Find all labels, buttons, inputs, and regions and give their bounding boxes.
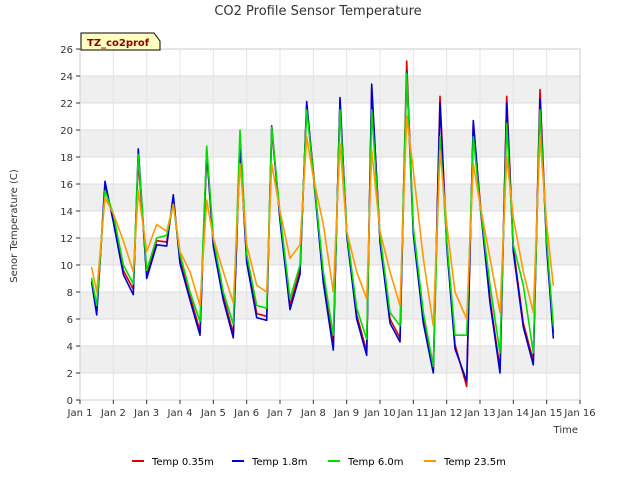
x-tick-label: Jan 5 bbox=[200, 408, 226, 419]
y-axis-label: Senor Temperature (C) bbox=[9, 169, 20, 283]
x-axis: Jan 1 Jan 2 Jan 3 Jan 4 Jan 5 Jan 6 Jan 7 Jan 8… bbox=[67, 400, 596, 419]
x-tick-label: Jan 11 bbox=[397, 408, 429, 419]
y-tick-label: 4 bbox=[67, 342, 73, 353]
x-tick-label: Jan 16 bbox=[563, 408, 595, 419]
x-tick-label: Jan 15 bbox=[530, 408, 562, 419]
y-tick-label: 10 bbox=[60, 261, 73, 272]
grid-band bbox=[80, 76, 580, 103]
legend-entry: Temp 23.5m bbox=[443, 457, 506, 468]
plot-border bbox=[79, 48, 581, 401]
y-tick-label: 0 bbox=[67, 396, 73, 407]
y-tick-label: 24 bbox=[60, 72, 73, 83]
legend: Temp 0.35m Temp 1.8m Temp 6.0m Temp 23.5m bbox=[132, 457, 506, 468]
x-tick-label: Jan 1 bbox=[67, 408, 93, 419]
series-line-4 bbox=[90, 115, 555, 327]
x-tick-label: Jan 2 bbox=[100, 408, 126, 419]
x-tick-label: Jan 12 bbox=[430, 408, 462, 419]
grid-band bbox=[80, 184, 580, 211]
x-tick-label: Jan 14 bbox=[497, 408, 529, 419]
y-tick-label: 20 bbox=[60, 126, 73, 137]
site-badge: TZ_co2prof bbox=[80, 32, 161, 51]
x-tick-label: Jan 7 bbox=[267, 408, 293, 419]
legend-entry: Temp 0.35m bbox=[151, 457, 214, 468]
y-tick-label: 2 bbox=[67, 369, 73, 380]
y-tick-label: 16 bbox=[60, 180, 73, 191]
y-tick-label: 14 bbox=[60, 207, 73, 218]
x-tick-label: Jan 13 bbox=[463, 408, 495, 419]
grid-band bbox=[80, 130, 580, 157]
y-tick-label: 8 bbox=[67, 288, 73, 299]
x-tick-label: Jan 4 bbox=[167, 408, 193, 419]
chart-title: CO2 Profile Sensor Temperature bbox=[214, 4, 421, 19]
site-badge-label: TZ_co2prof bbox=[87, 38, 150, 49]
site-badge-shape bbox=[80, 32, 161, 51]
y-tick-label: 22 bbox=[60, 99, 73, 110]
x-tick-label: Jan 3 bbox=[133, 408, 159, 419]
legend-entry: Temp 1.8m bbox=[251, 457, 307, 468]
x-tick-label: Jan 9 bbox=[333, 408, 359, 419]
y-tick-label: 26 bbox=[60, 45, 73, 56]
series-lines bbox=[90, 60, 555, 388]
x-tick-label: Jan 6 bbox=[233, 408, 259, 419]
grid-band bbox=[80, 346, 580, 373]
y-tick-label: 18 bbox=[60, 153, 73, 164]
x-tick-label: Jan 8 bbox=[300, 408, 326, 419]
y-tick-label: 12 bbox=[60, 234, 73, 245]
legend-entry: Temp 6.0m bbox=[347, 457, 403, 468]
x-tick-label: Jan 10 bbox=[363, 408, 395, 419]
x-axis-label: Time bbox=[553, 425, 578, 436]
y-tick-label: 6 bbox=[67, 315, 73, 326]
grid-band bbox=[80, 238, 580, 265]
